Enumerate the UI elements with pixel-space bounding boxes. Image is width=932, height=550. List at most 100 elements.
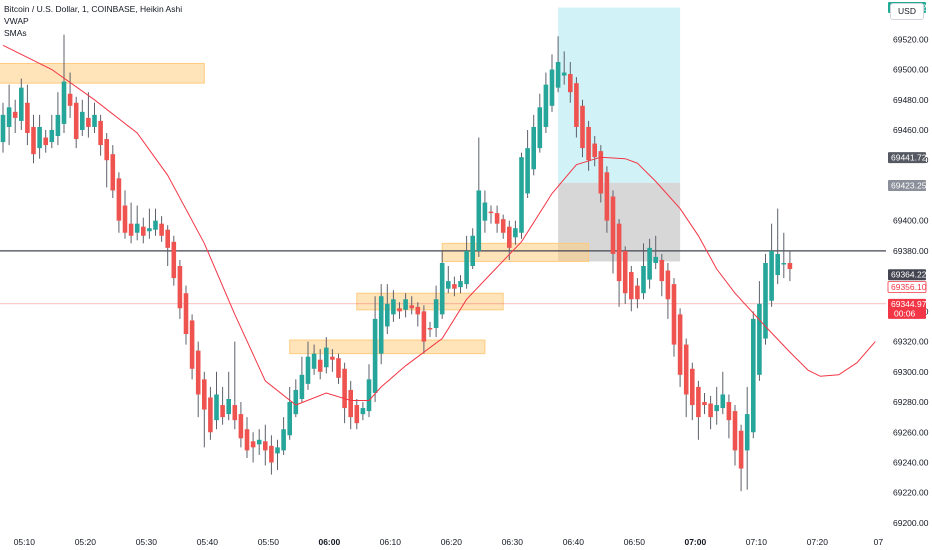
price-tick-label: 69500.00 bbox=[893, 65, 929, 75]
candle-body bbox=[561, 72, 567, 76]
candle bbox=[336, 353, 341, 384]
candle-body bbox=[641, 266, 646, 294]
smas-indicator-label[interactable]: SMAs bbox=[4, 28, 27, 38]
candle bbox=[171, 235, 177, 286]
price-tick-label: 69200.00 bbox=[893, 518, 929, 528]
candle-body bbox=[208, 397, 213, 433]
candle-body bbox=[372, 318, 378, 393]
candle bbox=[6, 84, 12, 146]
currency-button[interactable]: USD bbox=[890, 3, 924, 20]
candle-body bbox=[238, 414, 244, 439]
candle bbox=[513, 220, 518, 245]
candle bbox=[519, 152, 524, 239]
candle bbox=[116, 172, 122, 233]
candle bbox=[165, 225, 170, 266]
price-label-bg bbox=[888, 180, 926, 192]
candle-body bbox=[775, 253, 780, 276]
candle-body bbox=[342, 368, 347, 409]
candle-body bbox=[580, 105, 585, 149]
candle-body bbox=[769, 250, 774, 301]
price-label-value: 69344.97 bbox=[891, 299, 927, 309]
candle bbox=[281, 417, 286, 455]
candle bbox=[98, 114, 103, 156]
candle-body bbox=[549, 69, 555, 106]
candle bbox=[665, 262, 671, 319]
candle bbox=[360, 402, 366, 421]
candle-body bbox=[324, 347, 329, 368]
candle bbox=[787, 250, 793, 282]
candle-body bbox=[311, 353, 317, 369]
candle bbox=[470, 228, 475, 270]
candle-body bbox=[385, 303, 390, 327]
candle bbox=[500, 214, 506, 239]
zone-box[interactable] bbox=[441, 242, 590, 262]
candle-body bbox=[147, 228, 152, 232]
candle bbox=[86, 92, 91, 138]
candle bbox=[751, 311, 756, 439]
candle-body bbox=[683, 344, 689, 395]
candle bbox=[708, 395, 713, 430]
candle-body bbox=[604, 172, 610, 221]
candle bbox=[269, 435, 274, 475]
candle bbox=[677, 308, 683, 387]
candle-body bbox=[494, 213, 500, 224]
candle bbox=[49, 114, 55, 149]
candle bbox=[226, 371, 231, 421]
candle bbox=[738, 424, 744, 492]
candle bbox=[427, 321, 433, 338]
price-tick-label: 69480.00 bbox=[893, 95, 929, 105]
candle-body bbox=[720, 394, 726, 409]
candle-body bbox=[696, 386, 701, 418]
candle-body bbox=[92, 114, 97, 127]
price-tick-label: 69260.00 bbox=[893, 427, 929, 437]
price-label-bg bbox=[888, 269, 926, 281]
candle-body bbox=[653, 256, 658, 263]
price-tick-label: 69320.00 bbox=[893, 337, 929, 347]
candle-body bbox=[427, 327, 433, 330]
candlestick-series bbox=[0, 34, 793, 492]
candle bbox=[311, 344, 317, 375]
candle bbox=[482, 190, 488, 233]
candle-body bbox=[781, 262, 787, 265]
candle bbox=[622, 246, 628, 304]
candle-body bbox=[592, 143, 597, 158]
time-axis[interactable]: 05:10 05:20 05:30 05:40 05:50 06:00 06:10 06:20… bbox=[14, 537, 884, 547]
candle bbox=[378, 284, 384, 365]
candle-body bbox=[751, 318, 756, 433]
candle bbox=[555, 36, 561, 93]
candle bbox=[610, 190, 616, 274]
candle bbox=[317, 349, 323, 380]
candle-body bbox=[244, 429, 250, 451]
zone-box[interactable] bbox=[289, 339, 486, 355]
candle-body bbox=[391, 299, 396, 315]
time-tick-label: 07:00 bbox=[684, 537, 706, 547]
candle bbox=[421, 305, 427, 354]
candle bbox=[214, 371, 219, 430]
candle bbox=[208, 386, 213, 440]
candle-body bbox=[275, 447, 280, 454]
price-label: 69356.10 bbox=[887, 281, 927, 293]
candle bbox=[0, 102, 6, 153]
sma-path bbox=[2, 44, 876, 406]
candle bbox=[110, 145, 116, 198]
candle-body bbox=[6, 107, 12, 127]
zone-box[interactable] bbox=[356, 292, 504, 311]
candle bbox=[385, 284, 390, 335]
candle-body bbox=[629, 272, 634, 300]
vwap-indicator-label[interactable]: VWAP bbox=[4, 16, 29, 26]
candle-body bbox=[67, 93, 73, 106]
candle bbox=[781, 232, 787, 279]
zone-box[interactable] bbox=[0, 62, 205, 84]
candle-body bbox=[671, 284, 677, 345]
candle bbox=[409, 296, 414, 315]
candle-body bbox=[555, 61, 561, 88]
candle bbox=[67, 72, 73, 118]
candle-body bbox=[183, 293, 189, 335]
candle-body bbox=[153, 220, 158, 230]
symbol-title[interactable]: Bitcoin / U.S. Dollar, 1, COINBASE, Heik… bbox=[4, 4, 183, 14]
candle-body bbox=[214, 394, 219, 421]
time-tick-label: 06:00 bbox=[318, 537, 340, 547]
candle-body bbox=[763, 262, 768, 339]
price-label: 69364.22 bbox=[888, 269, 927, 281]
